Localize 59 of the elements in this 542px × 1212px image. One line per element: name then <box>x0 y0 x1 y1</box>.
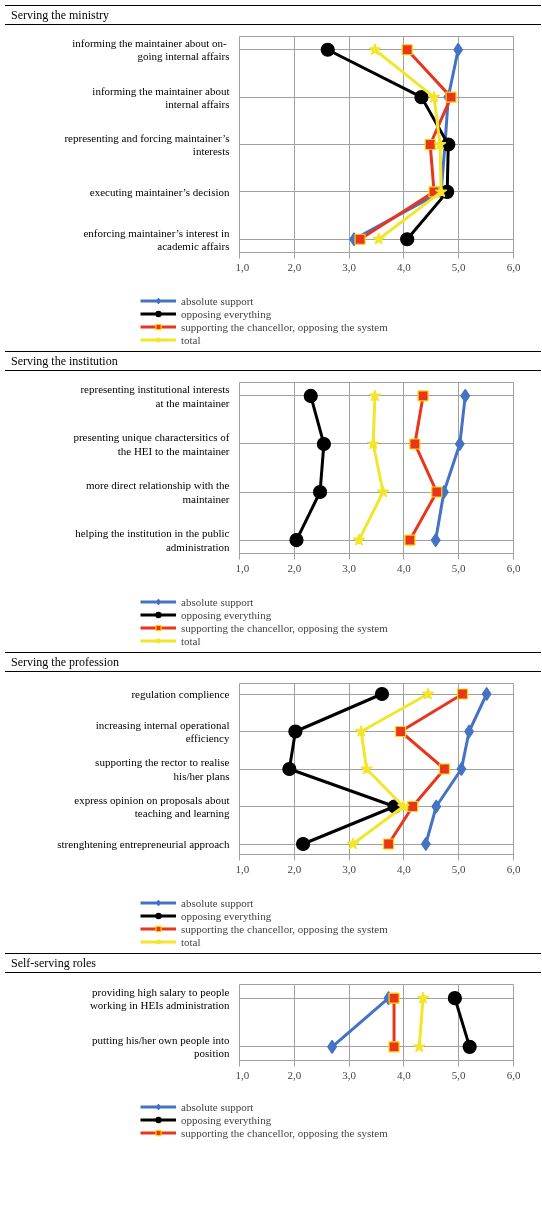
x-tick-label: 5,0 <box>451 862 467 875</box>
y-tick-label: strenghtening entrepreneurial approach <box>57 838 230 850</box>
x-tick-label: 5,0 <box>451 561 467 574</box>
x-tick-label: 3,0 <box>342 260 357 273</box>
legend-label: total <box>181 634 201 647</box>
y-tick-label: enforcing maintainer’s interest in academic affairs <box>83 226 230 252</box>
legend-label: absolute support <box>181 1100 254 1113</box>
y-tick-label: informing the maintainer about internal affairs <box>92 84 230 110</box>
legend-label: opposing everything <box>181 1113 272 1126</box>
legend-label: total <box>181 935 201 948</box>
x-tick-label: 4,0 <box>397 1068 412 1081</box>
y-tick-label: supporting the rector to realise his/her plans <box>95 756 230 782</box>
x-tick-label: 1,0 <box>235 1068 250 1081</box>
legend-label: supporting the chancellor, opposing the system <box>181 621 388 634</box>
y-tick-label: putting his/her own people into position <box>92 1034 230 1060</box>
y-tick-label: presenting unique charactersitics of the HEI to the maintainer <box>73 431 230 457</box>
x-tick-label: 3,0 <box>342 1068 357 1081</box>
x-tick-label: 1,0 <box>235 260 250 273</box>
y-tick-label: regulation complience <box>131 688 230 700</box>
x-tick-label: 1,0 <box>235 862 250 875</box>
x-tick-label: 2,0 <box>287 862 302 875</box>
x-tick-label: 6,0 <box>506 1068 521 1081</box>
text: Serving the institution <box>11 353 118 370</box>
x-tick-label: 5,0 <box>451 1068 467 1081</box>
legend-label: opposing everything <box>181 909 272 922</box>
legend-label: opposing everything <box>181 608 272 621</box>
x-tick-label: 3,0 <box>342 561 357 574</box>
legend-label: opposing everything <box>181 307 272 320</box>
x-tick-label: 2,0 <box>287 1068 302 1081</box>
legend-label: absolute support <box>181 294 254 307</box>
x-tick-label: 2,0 <box>287 260 302 273</box>
y-tick-label: representing and forcing maintainer’s interests <box>64 131 230 158</box>
y-tick-label: helping the institution in the public administration <box>75 527 230 553</box>
x-tick-label: 3,0 <box>342 862 357 875</box>
y-tick-label: executing maintainer’s decision <box>89 185 230 198</box>
y-tick-label: more direct relationship with the maintainer <box>85 479 230 505</box>
legend-label: total <box>181 333 201 346</box>
x-tick-label: 4,0 <box>397 561 412 574</box>
x-tick-label: 6,0 <box>506 862 521 875</box>
x-tick-label: 2,0 <box>287 561 302 574</box>
x-tick-label: 6,0 <box>506 561 521 574</box>
x-tick-label: 4,0 <box>397 260 412 273</box>
x-tick-label: 5,0 <box>451 260 467 273</box>
text: Serving the profession <box>11 654 119 671</box>
y-tick-label: providing high salary to people working in HEIs administration <box>89 985 230 1011</box>
y-tick-label: representing institutional interests at the maintainer <box>80 383 230 409</box>
legend-label: absolute support <box>181 896 254 909</box>
y-tick-label: informing the maintainer about on-going internal affairs <box>72 37 230 63</box>
y-tick-label: increasing internal operational efficiency <box>95 718 230 745</box>
legend-label: supporting the chancellor, opposing the system <box>181 922 388 935</box>
x-tick-label: 6,0 <box>506 260 521 273</box>
legend-label: absolute support <box>181 595 254 608</box>
text: Serving the ministry <box>11 7 109 24</box>
legend-label: supporting the chancellor, opposing the system <box>181 320 388 333</box>
x-tick-label: 4,0 <box>397 862 412 875</box>
x-tick-label: 1,0 <box>235 561 250 574</box>
y-tick-label: express opinion on proposals about teaching and learning <box>74 793 230 820</box>
legend-label: supporting the chancellor, opposing the system <box>181 1126 388 1139</box>
text: Self-serving roles <box>11 955 96 972</box>
